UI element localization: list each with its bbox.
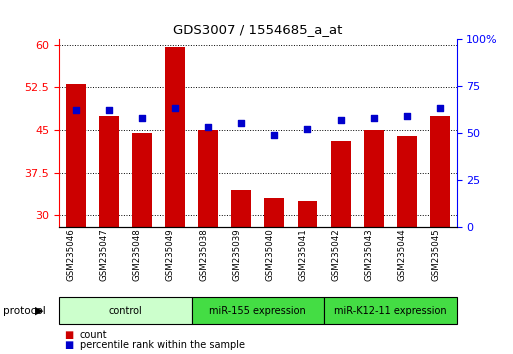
Text: GSM235044: GSM235044 [398,228,407,281]
Point [71,107,80,113]
Bar [98,116,119,227]
Bar [298,201,318,227]
Text: percentile rank within the sample: percentile rank within the sample [80,340,245,350]
Point [337,117,345,122]
Point [303,126,311,132]
Point [105,107,113,113]
Text: GSM235046: GSM235046 [67,228,75,281]
Text: GSM235038: GSM235038 [199,228,208,281]
Text: miR-155 expression: miR-155 expression [209,306,306,316]
Text: GSM235041: GSM235041 [299,228,307,281]
Text: GSM235049: GSM235049 [166,228,175,281]
Text: GSM235043: GSM235043 [365,228,374,281]
Point [436,105,444,111]
Text: ■: ■ [64,330,73,339]
Bar [198,130,218,227]
Bar [66,84,86,227]
Bar [397,136,417,227]
Text: ▶: ▶ [35,306,44,316]
Point [237,120,245,126]
Text: GSM235048: GSM235048 [133,228,142,281]
Text: GSM235047: GSM235047 [100,228,109,281]
Text: ■: ■ [64,340,73,350]
Text: GSM235039: GSM235039 [232,228,241,281]
Bar [331,141,350,227]
Point [171,105,179,111]
Text: GSM235040: GSM235040 [265,228,274,281]
Text: control: control [108,306,142,316]
Text: protocol: protocol [3,306,45,316]
Bar [231,190,251,227]
Bar [165,47,185,227]
Text: miR-K12-11 expression: miR-K12-11 expression [334,306,447,316]
Text: GSM235045: GSM235045 [431,228,440,281]
Point [370,115,378,121]
Bar [132,133,152,227]
Point [137,115,146,121]
Bar [264,198,284,227]
Point [204,124,212,130]
Bar [364,130,384,227]
Text: count: count [80,330,107,339]
Point [403,113,411,119]
Title: GDS3007 / 1554685_a_at: GDS3007 / 1554685_a_at [173,23,343,36]
Bar [430,116,450,227]
Text: GSM235042: GSM235042 [331,228,341,281]
Point [270,132,279,137]
